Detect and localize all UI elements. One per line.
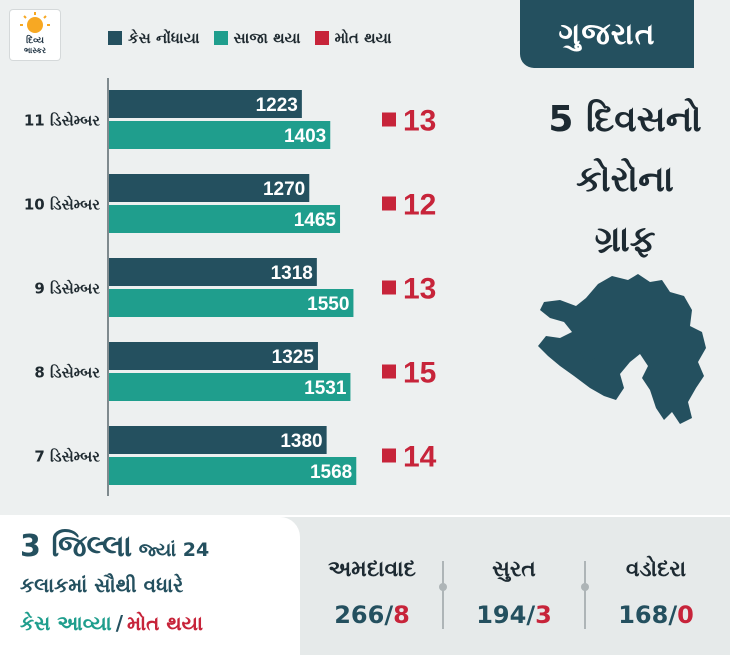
city-cases: 168 xyxy=(618,601,669,629)
deaths-marker xyxy=(382,196,396,211)
legend-swatch-deaths xyxy=(314,31,329,45)
city-vadodara: વડોદરા 168/0 xyxy=(586,517,726,655)
deaths-marker xyxy=(382,280,396,295)
city-cases: 194 xyxy=(476,601,527,629)
city-value: 266/8 xyxy=(302,601,442,629)
right-title-line-3: ગ્રાફ xyxy=(594,219,656,260)
category-label: 9 ડિસેમ્બર xyxy=(34,278,100,297)
city-name: સુરત xyxy=(492,557,536,582)
city-value: 168/0 xyxy=(586,601,726,629)
bar-cases xyxy=(109,90,302,118)
deaths-marker xyxy=(382,448,396,463)
bottom-separator: / xyxy=(115,611,123,635)
legend-item-cases: કેસ નોંધાયા xyxy=(108,29,200,47)
bar-recovered xyxy=(109,121,331,149)
logo-line-2: ભાસ્કર xyxy=(23,46,47,55)
deaths-value: 13 xyxy=(403,273,436,306)
category-label: 8 ડિસેમ્બર xyxy=(34,362,100,381)
legend-label-cases: કેસ નોંધાયા xyxy=(128,29,200,47)
bottom-cases-label: કેસ આવ્યા xyxy=(20,611,112,635)
deaths-marker xyxy=(382,364,396,379)
city-cases: 266 xyxy=(334,601,385,629)
city-slash: / xyxy=(526,601,536,629)
bar-label-cases: 1380 xyxy=(280,431,322,452)
category-label: 10 ડિસેમ્બર xyxy=(24,194,100,213)
city-ahmedabad: અમદાવાદ 266/8 xyxy=(302,517,442,655)
corona-bar-chart: 11 ડિસેમ્બર 1223 1403 13 10 ડિસેમ્બર 1270 1465… xyxy=(24,78,437,496)
city-slash: / xyxy=(668,601,678,629)
bar-label-recovered: 1465 xyxy=(294,210,337,231)
bar-cases xyxy=(109,174,310,202)
legend-label-deaths: મોત થયા xyxy=(334,29,392,47)
bottom-heading-line-3: કેસ આવ્યા / મોત થયા xyxy=(20,611,203,635)
bar-recovered xyxy=(109,457,357,485)
bottom-heading-line-2: કલાકમાં સૌથી વધારે xyxy=(20,573,184,597)
logo-line-1: દિવ્ય xyxy=(26,36,44,46)
city-surat: સુરત 194/3 xyxy=(444,517,584,655)
gujarat-map-icon xyxy=(538,274,706,424)
bar-recovered xyxy=(109,373,351,401)
bar-cases xyxy=(109,342,318,370)
bar-label-cases: 1270 xyxy=(263,179,305,200)
divider xyxy=(439,561,447,629)
deaths-value: 14 xyxy=(403,441,437,474)
legend-item-recovered: સાજા થયા xyxy=(213,29,301,47)
right-title: 5 દિવસનો કોરોના ગ્રાફ xyxy=(520,90,730,270)
bar-label-recovered: 1403 xyxy=(284,126,326,147)
bar-cases xyxy=(109,258,317,286)
divya-bhaskar-logo: દિવ્ય ભાસ્કર xyxy=(10,10,60,60)
city-deaths: 0 xyxy=(677,601,694,629)
deaths-value: 15 xyxy=(403,357,436,390)
corner-fill xyxy=(694,0,730,68)
city-name: વડોદરા xyxy=(625,557,687,582)
deaths-marker xyxy=(382,112,396,127)
bar-recovered xyxy=(109,205,341,233)
category-label: 11 ડિસેમ્બર xyxy=(24,110,100,129)
city-deaths: 8 xyxy=(393,601,410,629)
city-value: 194/3 xyxy=(444,601,584,629)
right-panel: ગુજરાત 5 દિવસનો કોરોના ગ્રાફ xyxy=(520,0,730,515)
legend-item-deaths: મોત થયા xyxy=(314,29,392,47)
bottom-heading-small: જ્યાં 24 xyxy=(132,539,210,561)
bottom-heading-line-1: 3 જિલ્લા જ્યાં 24 xyxy=(20,529,209,564)
bottom-panel: 3 જિલ્લા જ્યાં 24 કલાકમાં સૌથી વધારે કેસ… xyxy=(0,515,730,655)
sun-icon xyxy=(20,12,50,33)
city-name: અમદાવાદ xyxy=(328,557,416,582)
legend-swatch-recovered xyxy=(213,31,228,45)
bottom-heading-box: 3 જિલ્લા જ્યાં 24 કલાકમાં સૌથી વધારે કેસ… xyxy=(0,517,300,655)
category-label: 7 ડિસેમ્બર xyxy=(34,446,100,465)
legend-swatch-cases xyxy=(108,31,122,45)
bottom-deaths-label: મોત થયા xyxy=(127,611,203,635)
deaths-value: 13 xyxy=(403,105,436,138)
state-title: ગુજરાત xyxy=(520,0,694,68)
bar-label-cases: 1318 xyxy=(271,263,313,284)
bar-cases xyxy=(109,426,327,454)
right-title-line-2: કોરોના xyxy=(576,159,674,200)
divider xyxy=(581,561,589,629)
deaths-value: 12 xyxy=(403,189,436,222)
bar-label-cases: 1325 xyxy=(272,347,315,368)
legend-label-recovered: સાજા થયા xyxy=(233,29,301,47)
bar-label-cases: 1223 xyxy=(256,95,298,116)
bottom-heading-big: 3 જિલ્લા xyxy=(20,529,133,564)
city-slash: / xyxy=(384,601,394,629)
bar-recovered xyxy=(109,289,354,317)
bar-label-recovered: 1568 xyxy=(310,462,352,483)
right-title-line-1: 5 દિવસનો xyxy=(548,99,702,140)
chart-legend: કેસ નોંધાયા સાજા થયા મોત થયા xyxy=(108,26,392,50)
city-deaths: 3 xyxy=(535,601,552,629)
bar-label-recovered: 1550 xyxy=(307,294,349,315)
bar-label-recovered: 1531 xyxy=(304,378,347,399)
